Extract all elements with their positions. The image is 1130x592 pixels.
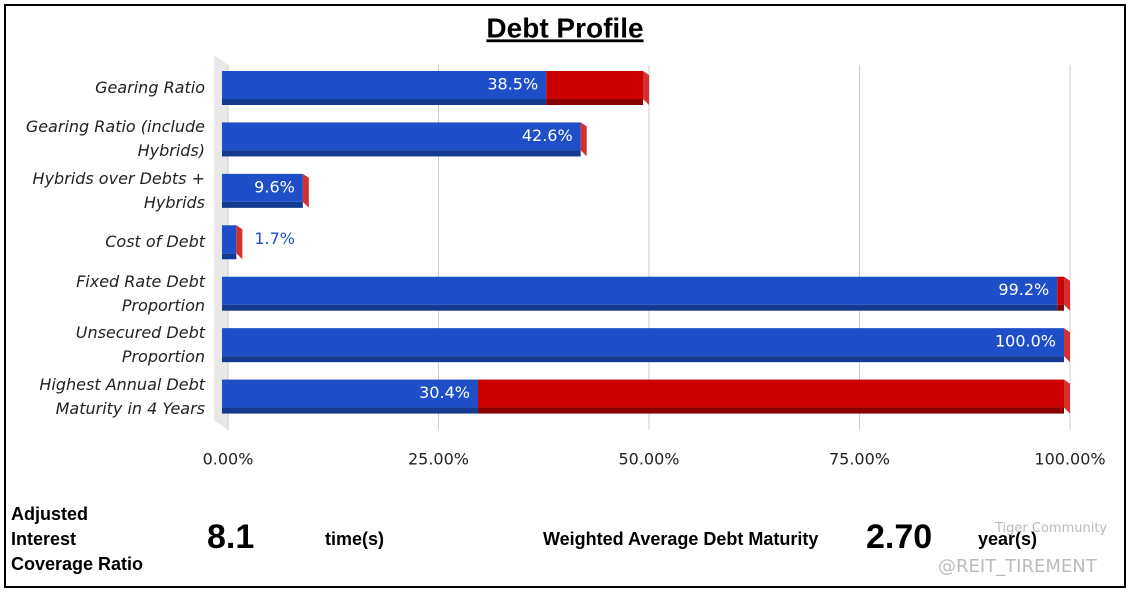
bar-shadow — [222, 150, 581, 157]
bar — [222, 122, 581, 151]
x-tick-label: 25.00% — [408, 450, 469, 469]
bar-shadow — [222, 99, 547, 105]
value-label: 100.0% — [995, 332, 1056, 351]
category-label: Unsecured Debt Proportion — [75, 323, 205, 367]
value-label: 99.2% — [998, 280, 1049, 299]
bar-side — [580, 122, 587, 157]
bar-side — [1064, 276, 1070, 311]
x-tick-label: 75.00% — [829, 450, 890, 469]
bar — [546, 71, 643, 99]
watermark-brand: Tiger Community — [995, 521, 1108, 536]
category-label: Hybrids over Debts + Hybrids — [32, 168, 205, 212]
bar-shadow — [222, 356, 1064, 363]
bar — [222, 173, 303, 202]
frame — [4, 4, 1126, 588]
chart-title: Debt Profile — [486, 12, 643, 43]
x-tick-label: 100.00% — [1034, 450, 1105, 469]
category-label: Gearing Ratio (include Hybrids) — [25, 117, 205, 161]
bar-side — [1064, 379, 1070, 414]
bar-side — [302, 173, 309, 208]
bar-side — [1064, 328, 1070, 363]
bar-shadow — [222, 201, 303, 208]
bar-side — [643, 71, 649, 105]
wadm-unit: year(s) — [978, 529, 1038, 549]
bar — [222, 225, 237, 254]
x-tick-label: 0.00% — [203, 450, 254, 469]
bar-shadow — [222, 253, 237, 260]
icr-unit: time(s) — [325, 529, 385, 549]
watermark-handle: @REIT_TIREMENT — [938, 556, 1097, 577]
bar-shadow — [546, 99, 643, 105]
wadm-value: 2.70 — [866, 518, 933, 556]
bar-shadow — [222, 407, 478, 414]
bar — [222, 379, 478, 408]
bar-side — [236, 225, 243, 260]
x-tick-label: 50.00% — [618, 450, 679, 469]
value-label: 1.7% — [254, 229, 295, 248]
bar — [222, 276, 1058, 305]
bar — [222, 328, 1064, 357]
bar — [1057, 276, 1064, 305]
category-label: Highest Annual Debt Maturity in 4 Years — [39, 374, 205, 418]
bar — [477, 379, 1064, 408]
value-label: 30.4% — [419, 383, 470, 402]
category-label: Gearing Ratio — [95, 78, 205, 97]
value-label: 9.6% — [254, 177, 295, 196]
bar-shadow — [222, 304, 1058, 311]
value-label: 38.5% — [487, 75, 538, 94]
icr-label: Adjusted Interest Coverage Ratio — [11, 504, 144, 574]
icr-value: 8.1 — [207, 518, 255, 556]
category-label: Cost of Debt — [105, 232, 205, 252]
value-label: 42.6% — [522, 126, 573, 145]
bar-shadow — [1057, 304, 1064, 311]
bar — [222, 71, 547, 99]
wadm-label: Weighted Average Debt Maturity — [543, 529, 819, 549]
bar-shadow — [477, 407, 1064, 414]
category-label: Fixed Rate Debt Proportion — [76, 271, 205, 315]
